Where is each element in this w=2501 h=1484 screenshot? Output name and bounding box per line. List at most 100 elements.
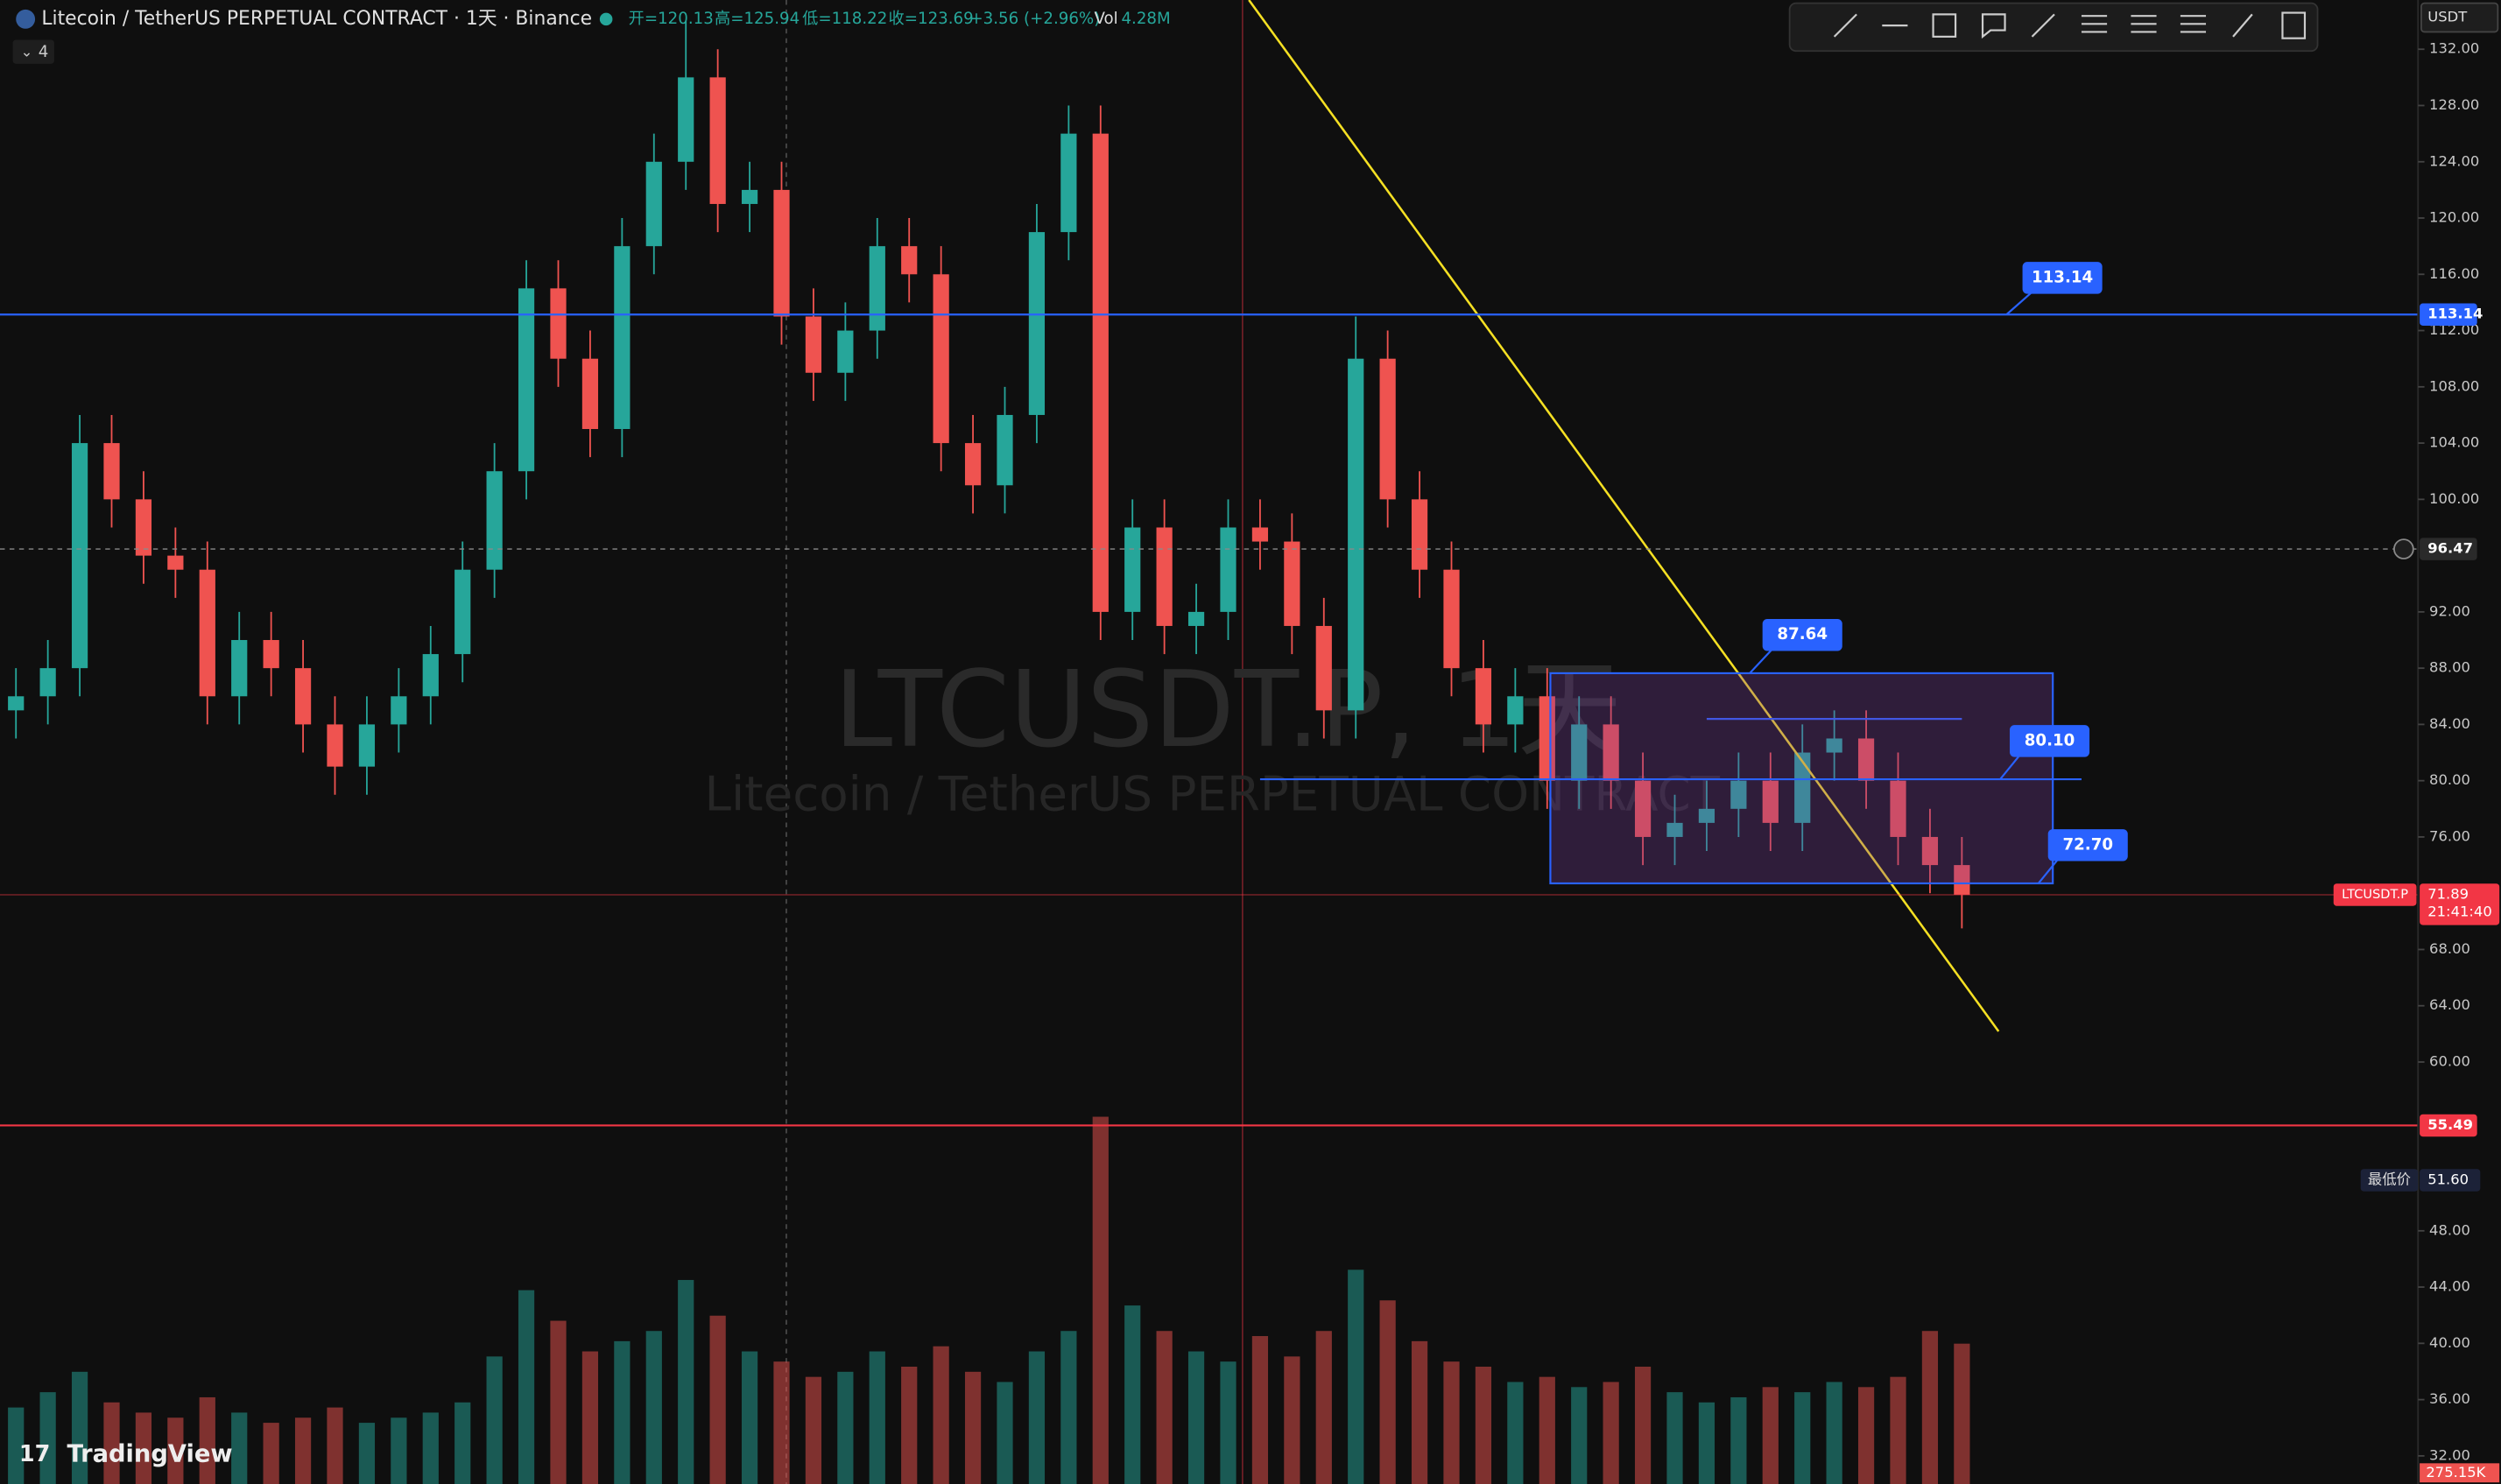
volume-bar xyxy=(869,1351,885,1484)
volume-bar xyxy=(1762,1387,1779,1484)
tool-brush[interactable] xyxy=(2232,13,2253,38)
callout-box xyxy=(2010,725,2090,757)
volume-bar xyxy=(614,1340,631,1484)
volume-bar xyxy=(964,1371,982,1484)
tool-callout[interactable] xyxy=(1981,13,2006,39)
y-tick-label: 108.00 xyxy=(2429,377,2479,394)
y-tick-label: 124.00 xyxy=(2429,152,2479,169)
candle-body xyxy=(1762,780,1779,823)
volume-bar xyxy=(71,1371,88,1484)
volume-bar xyxy=(805,1376,822,1484)
candle-body xyxy=(1092,133,1109,612)
y-tick-label: 60.00 xyxy=(2429,1053,2470,1070)
price-line-axis-label: 96.47 xyxy=(2427,540,2473,557)
y-tick-label: 132.00 xyxy=(2429,40,2479,57)
candle-body xyxy=(1060,133,1077,233)
candle-body xyxy=(964,443,982,486)
volume-bar xyxy=(1666,1392,1683,1484)
candle-body xyxy=(1698,808,1715,823)
volume-bar xyxy=(709,1315,726,1484)
candle-body xyxy=(1187,611,1205,626)
candle-body xyxy=(135,499,152,556)
tool-grid[interactable] xyxy=(2180,15,2207,33)
volume-bar xyxy=(39,1392,56,1484)
plot xyxy=(8,21,1970,1484)
tool-fib[interactable] xyxy=(2081,15,2108,33)
currency-button[interactable] xyxy=(2420,2,2499,33)
candle-body xyxy=(103,443,120,500)
tool-pitch[interactable] xyxy=(2131,15,2157,33)
volume-bar xyxy=(1379,1300,1396,1484)
volume-bar xyxy=(454,1402,471,1484)
y-tick-label: 64.00 xyxy=(2429,996,2470,1013)
price-line-axis-box xyxy=(2420,303,2477,326)
y-tick-label: 100.00 xyxy=(2429,490,2479,507)
volume-bar xyxy=(1060,1331,1077,1484)
vol-value: 4.28M xyxy=(1121,10,1170,28)
candle-body xyxy=(358,724,376,767)
status-dot xyxy=(599,12,613,26)
y-tick-label: 120.00 xyxy=(2429,209,2479,226)
y-tick-label: 40.00 xyxy=(2429,1334,2470,1351)
ohlc-high: 高=125.94 xyxy=(715,10,800,28)
candle-body xyxy=(71,443,88,669)
symbol[interactable]: Litecoin / TetherUS PERPETUAL CONTRACT ·… xyxy=(41,8,592,30)
indicator-toggle[interactable] xyxy=(12,39,54,64)
tool-trend[interactable] xyxy=(1833,13,1857,38)
candle-body xyxy=(901,246,918,275)
candle-body xyxy=(581,358,599,430)
y-tick-label: 116.00 xyxy=(2429,265,2479,282)
volume-bar xyxy=(1571,1387,1588,1484)
candle-body xyxy=(1890,780,1906,837)
candle-body xyxy=(8,696,25,711)
volume-bar xyxy=(1411,1340,1428,1484)
volume-bar xyxy=(1028,1351,1046,1484)
candle-body xyxy=(1284,541,1300,626)
volume-bar xyxy=(933,1346,949,1484)
candle-body xyxy=(294,668,312,725)
candle-body xyxy=(1251,527,1269,542)
volume-bar xyxy=(327,1407,343,1484)
candle-body xyxy=(773,189,790,317)
volume-bar xyxy=(167,1417,184,1484)
ohlc-change: +3.56 (+2.96%) xyxy=(969,10,1100,28)
tool-ray[interactable] xyxy=(2031,13,2055,38)
candle-body xyxy=(837,330,854,373)
callout-label: 87.64 xyxy=(1777,625,1828,644)
volume-bar xyxy=(1092,1116,1109,1484)
candle-body xyxy=(678,77,694,162)
candle-body xyxy=(1571,724,1588,781)
volume-bar xyxy=(1730,1396,1747,1484)
brand: TradingView xyxy=(67,1441,233,1468)
volume-bar xyxy=(1124,1305,1141,1484)
price-line-axis-box xyxy=(2420,1114,2477,1137)
y-tick-label: 76.00 xyxy=(2429,827,2470,844)
candle-body xyxy=(1443,569,1460,669)
drawing-toolbar xyxy=(1788,2,2319,53)
candle-body xyxy=(1603,724,1619,781)
volume-bar xyxy=(550,1320,567,1484)
tool-price[interactable] xyxy=(2281,11,2307,39)
volume-bar xyxy=(741,1351,758,1484)
ohlc-close: 收=123.69 xyxy=(889,10,974,28)
volume-bar xyxy=(391,1417,407,1484)
volume-bar xyxy=(1698,1402,1715,1484)
volume-bar xyxy=(1315,1331,1332,1484)
candle-body xyxy=(1124,527,1141,612)
volume-bar xyxy=(518,1290,535,1484)
ohlc-open: 开=120.13 xyxy=(629,10,714,28)
candle-body xyxy=(1794,752,1811,823)
low-price-label: 51.60 xyxy=(2427,1171,2469,1187)
y-tick-label: 48.00 xyxy=(2429,1221,2470,1238)
y-tick-label: 92.00 xyxy=(2429,602,2470,619)
candle-body xyxy=(1730,780,1747,809)
candle-body xyxy=(391,696,407,725)
candle-body xyxy=(1028,232,1046,415)
low-tag-box xyxy=(2360,1169,2419,1192)
callout-box xyxy=(2047,829,2128,862)
candle-body xyxy=(518,288,535,472)
tool-rect[interactable] xyxy=(1932,13,1957,38)
countdown: 21:41:40 xyxy=(2427,904,2492,920)
